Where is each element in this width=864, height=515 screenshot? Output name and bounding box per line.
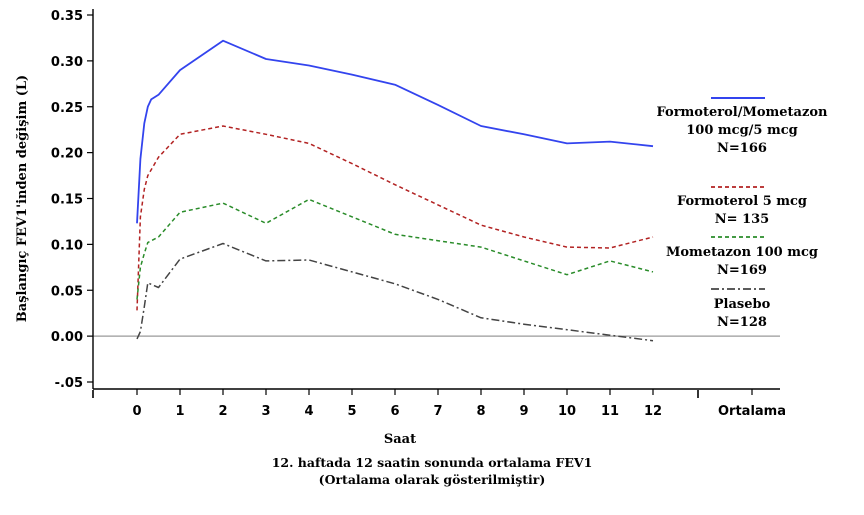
y-tick-label: -.05 [55,376,83,391]
x-axis-title: Saat [384,432,416,447]
x-tick-label: 5 [347,404,356,419]
x-tick-label: 7 [433,404,442,419]
x-tick-label: 2 [218,404,227,419]
x-tick-label: 0 [132,404,141,419]
legend-label: Mometazon 100 mcg [666,245,818,260]
legend-label: N= 135 [715,212,769,227]
y-tick-label: 0.05 [51,284,83,299]
legend-label: Plasebo [714,297,771,312]
x-tick-label: 10 [558,404,576,419]
x-tick-label: 9 [519,404,528,419]
caption-subtitle: (Ortalama olarak gösterilmiştir) [318,472,546,487]
x-tick-label: 12 [644,404,662,419]
axes: -.050.000.050.100.150.200.250.300.350 1 2 3… [51,9,786,419]
y-tick-label: 0.10 [51,238,83,253]
caption-title: 12. haftada 12 saatin sonunda ortalama F… [271,455,593,470]
x-tick-label: 3 [261,404,270,419]
y-tick-label: 0.20 [51,147,83,162]
legend-label: N=166 [717,141,767,156]
y-tick-label: 0.30 [51,55,83,70]
legend-label: Formoterol 5 mcg [677,194,807,209]
series-line-4 [136,242,654,342]
y-tick-label: 0.35 [51,9,83,24]
series-line-3 [136,198,654,300]
y-tick-label: 0.25 [51,101,83,116]
legend-label: 100 mcg/5 mcg [686,123,798,138]
x-tick-label: 6 [390,404,399,419]
y-tick-label: 0.15 [51,193,83,208]
x-tick-label: 4 [304,404,313,419]
series-line-2 [136,125,654,311]
series-lines [136,39,654,342]
y-axis-title: Başlangıç FEV1'inden değişim (L) [15,75,30,322]
x-tick-label: 11 [601,404,619,419]
x-tick-label: 1 [175,404,184,419]
x-tick-label-ortalama: Ortalama [718,404,786,419]
legend: Formoterol/Mometazon 100 mcg/5 mcg N=166 Fo… [657,97,829,330]
legend-label: Formoterol/Mometazon [657,105,829,120]
series-line-1 [136,39,654,224]
legend-label: N=169 [717,263,767,278]
y-tick-label: 0.00 [51,330,83,345]
legend-label: N=128 [717,315,767,330]
x-tick-label: 8 [476,404,485,419]
